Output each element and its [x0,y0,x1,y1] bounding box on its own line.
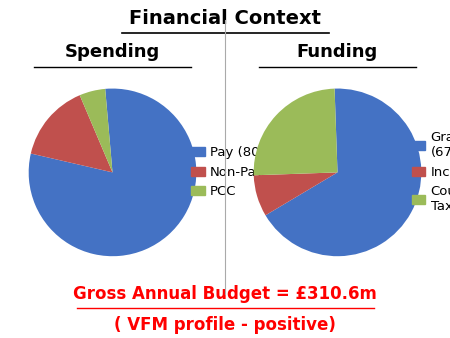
Wedge shape [254,89,338,175]
Wedge shape [80,89,112,172]
Legend: Grants
(67%), Income, Council
Tax: Grants (67%), Income, Council Tax [407,126,450,219]
Wedge shape [31,95,112,172]
Text: Funding: Funding [297,43,378,62]
Wedge shape [254,172,338,215]
Wedge shape [266,89,421,256]
Legend: Pay (80%), Non-Pay, PCC: Pay (80%), Non-Pay, PCC [186,141,283,204]
Text: ( VFM profile - positive): ( VFM profile - positive) [114,316,336,334]
Wedge shape [29,89,196,256]
Text: Spending: Spending [65,43,160,62]
Text: Gross Annual Budget = £310.6m: Gross Annual Budget = £310.6m [73,285,377,303]
Text: Financial Context: Financial Context [129,9,321,28]
